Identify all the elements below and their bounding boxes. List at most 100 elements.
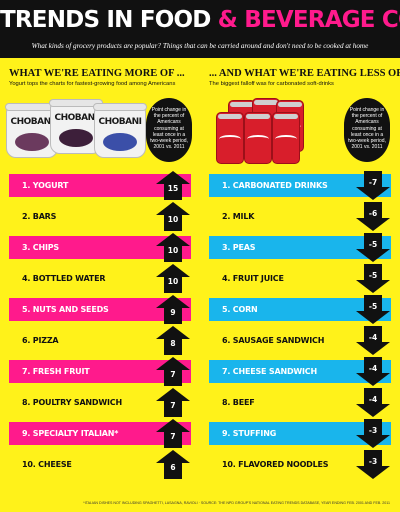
- eating-more-heading: WHAT WE'RE EATING MORE OF ...: [9, 68, 185, 79]
- soda-can-icon: [272, 112, 300, 164]
- chart-value-label: 7: [170, 370, 176, 379]
- page-subtitle: What kinds of grocery products are popul…: [31, 42, 369, 50]
- chart-row: 1. CARBONATED DRINKS -7: [200, 170, 400, 201]
- chart-row: 3. CHIPS 10: [0, 232, 200, 263]
- chart-category-label: 6. PIZZA: [22, 336, 59, 345]
- chart-row: 10. CHEESE 6: [0, 449, 200, 480]
- chart-bar: 6. SAUSAGE SANDWICH: [209, 329, 391, 352]
- down-arrow-icon: [356, 326, 390, 355]
- chart-category-label: 7. CHEESE SANDWICH: [222, 367, 317, 376]
- chart-row: 4. BOTTLED WATER 10: [0, 263, 200, 294]
- chart-row: 9. STUFFING -3: [200, 418, 400, 449]
- chart-value-label: 7: [170, 401, 176, 410]
- chart-bar: 10. FLAVORED NOODLES: [209, 453, 391, 476]
- chart-bar: 4. FRUIT JUICE: [209, 267, 391, 290]
- eating-less-panel: ... AND WHAT WE'RE EATING LESS OF The bi…: [200, 58, 400, 512]
- chart-category-label: 4. FRUIT JUICE: [222, 274, 284, 283]
- chart-value-label: -4: [368, 333, 378, 342]
- chart-row: 7. CHEESE SANDWICH -4: [200, 356, 400, 387]
- chart-category-label: 3. PEAS: [222, 243, 256, 252]
- chart-bar: 5. CORN: [209, 298, 391, 321]
- chart-category-label: 4. BOTTLED WATER: [22, 274, 106, 283]
- chart-category-label: 9. SPECIALTY ITALIAN*: [22, 429, 119, 438]
- chart-value-label: 10: [167, 277, 179, 286]
- eating-less-annotation: Point change in the percent of Americans…: [344, 98, 390, 162]
- up-arrow-icon: [156, 202, 190, 231]
- eating-less-description: The biggest falloff was for carbonated s…: [209, 81, 334, 87]
- chart-value-label: 6: [170, 463, 176, 472]
- chart-row: 8. BEEF -4: [200, 387, 400, 418]
- yogurt-cup-icon: CHOBANI: [93, 103, 147, 158]
- soda-can-icon: [244, 112, 272, 164]
- chart-value-label: 10: [167, 215, 179, 224]
- up-arrow-icon: [156, 233, 190, 262]
- eating-more-panel: WHAT WE'RE EATING MORE OF ... Yogurt top…: [0, 58, 200, 512]
- chart-value-label: 10: [167, 246, 179, 255]
- title-part-2: & BEVERAGE CONSUMPTION: [217, 7, 400, 33]
- chart-bar: 6. PIZZA: [9, 329, 191, 352]
- chart-bar: 1. YOGURT: [9, 174, 191, 197]
- chart-value-label: 7: [170, 432, 176, 441]
- up-arrow-icon: [156, 419, 190, 448]
- down-arrow-icon: [356, 450, 390, 479]
- chart-row: 10. FLAVORED NOODLES -3: [200, 449, 400, 480]
- chart-category-label: 5. NUTS AND SEEDS: [22, 305, 109, 314]
- chart-category-label: 2. BARS: [22, 212, 57, 221]
- chart-value-label: -3: [368, 457, 378, 466]
- chart-value-label: -6: [368, 209, 378, 218]
- soda-cans-illustration: [208, 98, 340, 166]
- chart-category-label: 7. FRESH FRUIT: [22, 367, 90, 376]
- chart-bar: 7. FRESH FRUIT: [9, 360, 191, 383]
- up-arrow-icon: [156, 388, 190, 417]
- yogurt-cups-illustration: CHOBANI CHOBANI CHOBANI: [4, 98, 147, 166]
- down-arrow-icon: [356, 388, 390, 417]
- up-arrow-icon: [156, 171, 190, 200]
- chart-value-label: 15: [167, 184, 179, 193]
- chart-category-label: 8. BEEF: [222, 398, 255, 407]
- chart-row: 9. SPECIALTY ITALIAN* 7: [0, 418, 200, 449]
- chart-category-label: 9. STUFFING: [222, 429, 277, 438]
- footnote: *ITALIAN DISHES NOT INCLUDING SPAGHETTI,…: [83, 501, 390, 505]
- chart-bar: 8. POULTRY SANDWICH: [9, 391, 191, 414]
- chart-value-label: -5: [368, 302, 378, 311]
- chart-category-label: 1. CARBONATED DRINKS: [222, 181, 328, 190]
- up-arrow-icon: [156, 357, 190, 386]
- chart-bar: 10. CHEESE: [9, 453, 191, 476]
- chart-category-label: 10. CHEESE: [22, 460, 72, 469]
- down-arrow-icon: [356, 264, 390, 293]
- chart-bar: 9. SPECIALTY ITALIAN*: [9, 422, 191, 445]
- down-arrow-icon: [356, 233, 390, 262]
- eating-more-description: Yogurt tops the charts for fastest-growi…: [9, 81, 176, 87]
- chart-row: 3. PEAS -5: [200, 232, 400, 263]
- up-arrow-icon: [156, 326, 190, 355]
- chart-category-label: 3. CHIPS: [22, 243, 59, 252]
- chart-bar: 2. BARS: [9, 205, 191, 228]
- chart-row: 8. POULTRY SANDWICH 7: [0, 387, 200, 418]
- eating-more-annotation: Point change in the percent of Americans…: [146, 98, 192, 162]
- chart-value-label: 8: [170, 339, 176, 348]
- chart-row: 5. CORN -5: [200, 294, 400, 325]
- chart-row: 6. SAUSAGE SANDWICH -4: [200, 325, 400, 356]
- chart-bar: 1. CARBONATED DRINKS: [209, 174, 391, 197]
- chart-row: 2. BARS 10: [0, 201, 200, 232]
- yogurt-cup-icon: CHOBANI: [49, 99, 103, 154]
- chart-bar: 8. BEEF: [209, 391, 391, 414]
- eating-less-heading: ... AND WHAT WE'RE EATING LESS OF: [209, 68, 400, 79]
- chart-row: 7. FRESH FRUIT 7: [0, 356, 200, 387]
- chart-row: 1. YOGURT 15: [0, 170, 200, 201]
- chart-value-label: 9: [170, 308, 176, 317]
- chart-category-label: 2. MILK: [222, 212, 255, 221]
- chart-bar: 5. NUTS AND SEEDS: [9, 298, 191, 321]
- chart-category-label: 8. POULTRY SANDWICH: [22, 398, 122, 407]
- chart-row: 5. NUTS AND SEEDS 9: [0, 294, 200, 325]
- chart-row: 2. MILK -6: [200, 201, 400, 232]
- down-arrow-icon: [356, 419, 390, 448]
- chart-category-label: 5. CORN: [222, 305, 258, 314]
- down-arrow-icon: [356, 357, 390, 386]
- page-title: TRENDS IN FOOD & BEVERAGE CONSUMPTION: [0, 6, 400, 34]
- chart-value-label: -5: [368, 271, 378, 280]
- chart-category-label: 6. SAUSAGE SANDWICH: [222, 336, 325, 345]
- down-arrow-icon: [356, 295, 390, 324]
- header-bar: TRENDS IN FOOD & BEVERAGE CONSUMPTION Wh…: [0, 0, 400, 58]
